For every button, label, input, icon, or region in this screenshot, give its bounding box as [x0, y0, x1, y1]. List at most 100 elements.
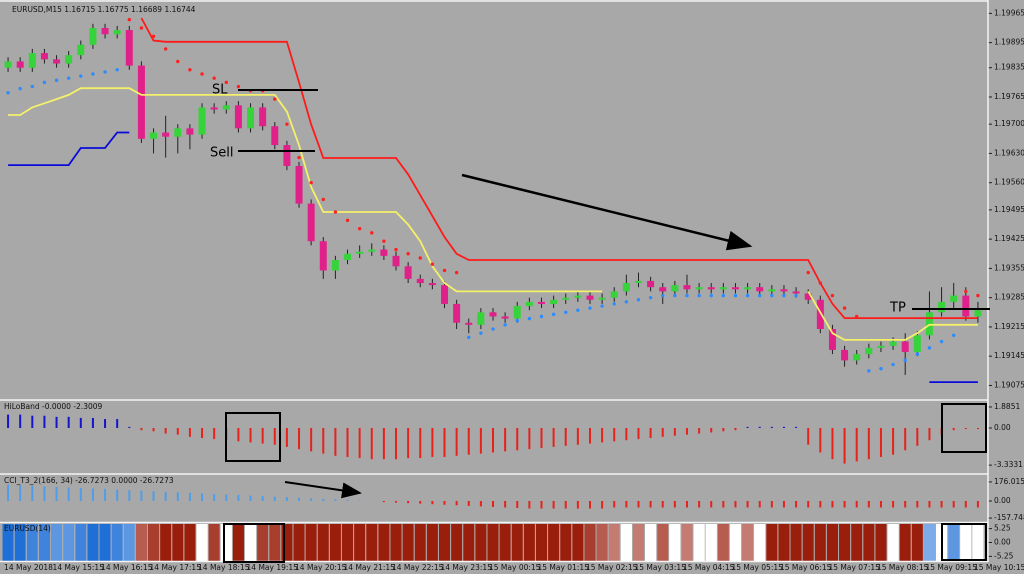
histogram-bar — [55, 486, 58, 501]
heat-cell — [451, 524, 463, 561]
indicator-dot — [430, 262, 435, 266]
candle-body — [562, 297, 570, 300]
histogram-bar — [152, 427, 155, 432]
heat-cell — [329, 524, 341, 561]
histogram-bar — [213, 493, 216, 501]
histogram-bar — [528, 500, 531, 509]
indicator-dot — [648, 295, 653, 300]
heat-cell — [390, 524, 402, 561]
histogram-bar — [964, 500, 967, 508]
histogram-bar — [237, 427, 240, 442]
candle-body — [707, 287, 715, 290]
candle-body — [331, 260, 339, 271]
candle-body — [865, 347, 873, 355]
time-label: 14 May 19:15 — [247, 563, 299, 572]
candle-body — [53, 59, 61, 64]
histogram-bar — [164, 427, 167, 434]
heat-cell — [14, 524, 26, 561]
histogram-bar — [237, 495, 240, 501]
heat-cell — [887, 524, 899, 561]
histogram-bar — [807, 427, 810, 445]
y-tick-label: 1.19765 — [994, 92, 1024, 101]
indicator-dot — [394, 247, 398, 252]
indicator-dot — [188, 68, 192, 72]
indicator-dot — [612, 302, 616, 306]
histogram-bar — [782, 426, 785, 428]
heat-cell — [87, 524, 99, 561]
annotation: Sell — [210, 146, 233, 161]
candle-body — [574, 295, 582, 298]
histogram-bar — [698, 500, 701, 508]
indicator-line — [8, 87, 978, 341]
indicator-dot — [18, 86, 22, 91]
time-label: 15 May 10:15 — [974, 563, 1024, 572]
histogram-bar — [831, 427, 834, 460]
heat-cell — [366, 524, 378, 561]
histogram-bar — [649, 500, 652, 508]
indicator-dot — [42, 80, 47, 85]
histogram-bar — [940, 500, 943, 508]
candle-body — [465, 322, 473, 325]
histogram-bar — [540, 427, 543, 449]
candle-body — [853, 354, 861, 361]
drawings — [223, 89, 990, 563]
histogram-bar — [261, 427, 264, 444]
candle-body — [125, 30, 133, 66]
heat-cell — [184, 524, 196, 561]
heat-cell — [438, 524, 451, 561]
y-tick-label: 1.19560 — [994, 178, 1024, 187]
histogram-bar — [213, 427, 216, 440]
heat-cell — [172, 524, 184, 561]
histogram-bar — [516, 500, 519, 509]
time-label: 14 May 22:15 — [392, 563, 444, 572]
y-tick-label: 0.00 — [994, 538, 1011, 547]
time-label: 14 May 17:15 — [150, 563, 202, 572]
histogram-bar — [685, 427, 688, 435]
y-tick-label: 1.19630 — [994, 148, 1024, 157]
indicator-dot — [673, 293, 677, 298]
histogram-bar — [7, 414, 10, 428]
time-label: 15 May 06:15 — [780, 563, 832, 572]
heat-cell — [414, 524, 426, 561]
histogram-bar — [298, 497, 301, 501]
heat-cell — [705, 524, 717, 561]
candle-body — [889, 341, 897, 346]
histogram-bar — [334, 499, 337, 501]
histogram-bar — [904, 427, 907, 451]
histogram-bar — [649, 427, 652, 439]
histogram-bar — [722, 500, 725, 508]
y-tick-label: 1.19700 — [994, 119, 1024, 128]
histogram-bar — [613, 500, 616, 508]
heat-cell — [814, 524, 826, 561]
indicator-dot — [406, 252, 410, 256]
y-tick-label: 1.19285 — [994, 293, 1024, 302]
heat-cell — [693, 524, 705, 561]
histogram-bar — [625, 427, 628, 441]
histogram-bar — [952, 500, 955, 508]
histogram-bar — [188, 492, 191, 501]
candle-body — [950, 295, 958, 302]
y-tick-label: 1.19425 — [994, 234, 1024, 243]
candle-body — [513, 306, 521, 319]
time-label: 14 May 23:15 — [441, 563, 493, 572]
histogram-bar — [346, 499, 349, 501]
histogram-bar — [964, 427, 967, 430]
histogram-bar — [116, 489, 119, 501]
y-tick-label: 1.19495 — [994, 205, 1024, 214]
candle-body — [622, 283, 630, 292]
candle-body — [16, 61, 24, 68]
heat-cell — [560, 524, 572, 561]
indicator-dot — [357, 226, 362, 231]
heat-cell — [305, 524, 317, 561]
histogram-bar — [395, 427, 398, 460]
candle-body — [101, 27, 109, 35]
histogram-bar — [552, 427, 555, 447]
candle-body — [913, 335, 921, 353]
indicator-dot — [685, 293, 689, 298]
indicator-dot — [624, 300, 629, 304]
histogram-bar — [734, 427, 737, 431]
y-tick-label: 1.19075 — [994, 380, 1024, 389]
annotation: SL — [212, 83, 228, 98]
histogram-bar — [855, 427, 858, 462]
heat-cell — [269, 524, 281, 561]
